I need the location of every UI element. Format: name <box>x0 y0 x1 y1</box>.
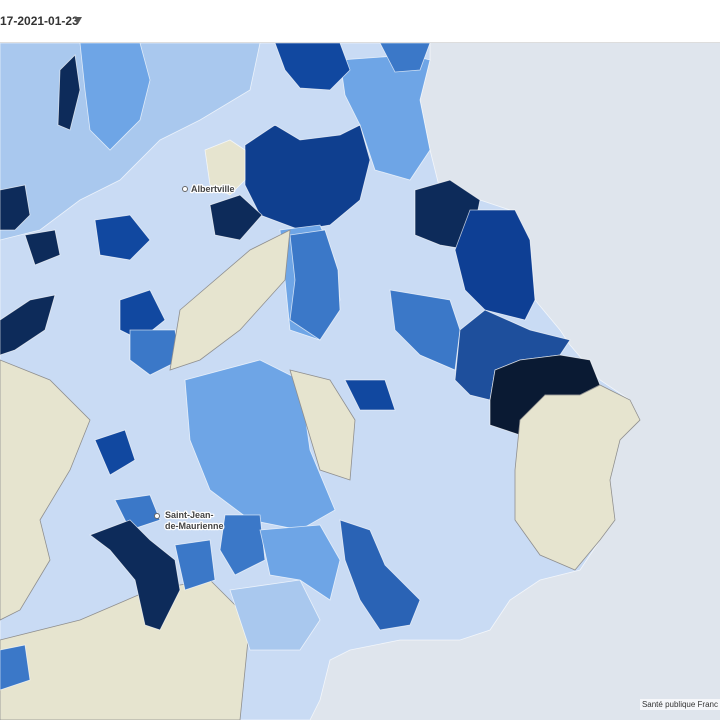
region <box>184 359 336 531</box>
attribution: Santé publique Franc <box>639 699 720 710</box>
region <box>339 519 421 631</box>
region <box>0 184 31 231</box>
region <box>454 209 536 321</box>
region <box>259 524 341 601</box>
town-label: Albertville <box>191 184 235 194</box>
region <box>0 359 91 621</box>
region <box>24 229 61 266</box>
town-marker <box>154 513 160 519</box>
region <box>174 539 216 591</box>
region <box>389 289 461 371</box>
region <box>219 514 266 576</box>
region <box>0 644 31 691</box>
region <box>289 369 356 481</box>
region <box>0 579 251 720</box>
region <box>79 43 151 151</box>
region <box>379 43 431 73</box>
region <box>169 229 291 371</box>
region <box>0 294 56 356</box>
map: Albertville Saint-Jean- de-Maurienne <box>0 43 720 720</box>
dropdown-arrow[interactable] <box>74 17 82 25</box>
town-marker <box>182 186 188 192</box>
region <box>57 54 81 131</box>
region <box>209 194 263 241</box>
region <box>94 214 151 261</box>
region <box>89 519 181 631</box>
region <box>344 379 396 411</box>
region <box>204 139 246 196</box>
region <box>289 229 341 341</box>
region <box>94 429 136 476</box>
town-label: de-Maurienne <box>165 521 224 531</box>
arrow-glyph <box>74 17 82 24</box>
region <box>244 124 371 231</box>
header-bar: 17-2021-01-23 <box>0 0 720 43</box>
region <box>514 384 641 571</box>
region <box>274 43 351 91</box>
region <box>129 329 181 376</box>
date-selector[interactable]: 17-2021-01-23 <box>0 14 79 28</box>
region <box>229 579 321 651</box>
town-label: Saint-Jean- <box>165 510 214 520</box>
